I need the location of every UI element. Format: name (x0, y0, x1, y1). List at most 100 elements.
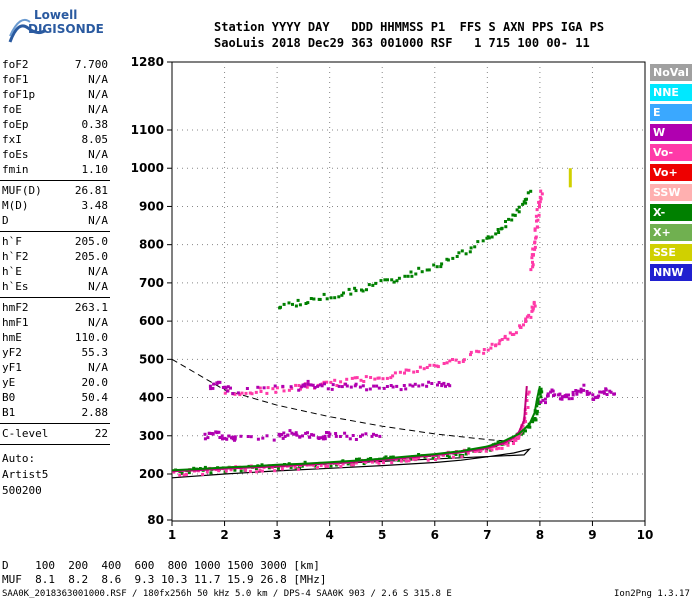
data-point (294, 383, 298, 387)
data-point (531, 417, 535, 421)
data-point (231, 435, 235, 439)
data-point (462, 358, 466, 362)
data-point (579, 387, 583, 391)
y-tick-label: 80 (147, 513, 164, 527)
data-point (490, 235, 494, 239)
data-point (473, 450, 477, 453)
data-point (524, 317, 528, 321)
data-point (373, 377, 377, 381)
data-point (532, 300, 536, 304)
param-key: yF2 (2, 346, 22, 359)
footer-version: Ion2Png 1.3.17 (614, 589, 690, 599)
data-point (295, 433, 299, 437)
data-point (591, 393, 595, 397)
data-point (409, 270, 413, 274)
data-point (325, 297, 329, 301)
data-point (412, 370, 416, 374)
data-point (482, 351, 486, 355)
data-point (540, 192, 544, 196)
data-point (539, 387, 543, 391)
data-point (389, 384, 393, 387)
param-value: 1.10 (81, 163, 109, 176)
data-point (375, 384, 379, 388)
data-point (288, 429, 292, 433)
data-point (283, 435, 287, 438)
param-key: hmE (2, 331, 22, 344)
data-point (331, 383, 335, 387)
x-tick-label: 2 (220, 528, 228, 542)
legend-item: NoVal (650, 64, 692, 81)
legend-item: X+ (650, 224, 692, 241)
data-point (335, 384, 339, 387)
param-row: M(D) 3.48 (2, 199, 108, 212)
data-point (225, 437, 229, 441)
data-point (525, 197, 528, 201)
data-point (440, 262, 444, 266)
param-value: 3.48 (81, 199, 109, 212)
param-key: foF2 (2, 58, 29, 71)
data-point (441, 453, 445, 457)
data-point (323, 437, 327, 441)
data-point (476, 240, 480, 244)
data-point (565, 395, 569, 399)
data-point (504, 225, 508, 229)
data-point (539, 197, 543, 201)
data-point (490, 448, 494, 452)
data-point (262, 386, 266, 390)
param-value: N/A (88, 103, 108, 116)
param-value: 22 (94, 427, 108, 440)
data-point (436, 365, 440, 369)
param-key: h`E (2, 265, 22, 278)
data-point (301, 434, 304, 438)
data-point (359, 378, 363, 382)
data-point (432, 263, 436, 267)
data-point (374, 281, 378, 285)
data-point (223, 391, 227, 395)
data-point (427, 380, 431, 384)
data-point (209, 387, 213, 391)
data-point (425, 384, 429, 388)
data-point (539, 395, 543, 399)
param-value: 2.88 (81, 406, 109, 419)
data-point (425, 366, 429, 369)
data-point (280, 467, 284, 471)
data-point (525, 399, 529, 402)
data-point (292, 432, 296, 436)
data-point (497, 342, 501, 346)
param-row: yF2 55.3 (2, 346, 108, 359)
data-point (399, 388, 403, 392)
data-point (403, 274, 407, 278)
data-point (369, 376, 373, 379)
logo-text-lowell: Lowell (34, 8, 78, 22)
data-point (347, 287, 351, 291)
data-point (571, 393, 575, 397)
data-point (539, 400, 543, 404)
data-point (305, 385, 309, 389)
param-key: MUF(D) (2, 184, 42, 197)
data-point (425, 268, 429, 272)
param-row: C-level 22 (2, 427, 108, 440)
data-point (531, 247, 535, 251)
data-point (374, 433, 378, 437)
data-point (318, 298, 322, 301)
data-point (316, 466, 319, 469)
data-point (312, 433, 316, 437)
data-point (541, 398, 545, 402)
digisonde-wave-icon (8, 18, 47, 43)
data-point (533, 245, 537, 249)
data-point (495, 447, 499, 451)
data-point (233, 437, 237, 441)
data-point (482, 348, 486, 351)
data-point (282, 302, 286, 306)
data-point (464, 452, 468, 456)
data-point (458, 453, 462, 457)
data-point (298, 303, 302, 307)
data-point (218, 436, 222, 439)
data-point (301, 383, 305, 387)
data-point (316, 384, 320, 388)
param-row: hmF1 N/A (2, 316, 108, 329)
data-point (516, 435, 520, 439)
plot-frame (171, 61, 646, 522)
data-point (355, 457, 358, 461)
